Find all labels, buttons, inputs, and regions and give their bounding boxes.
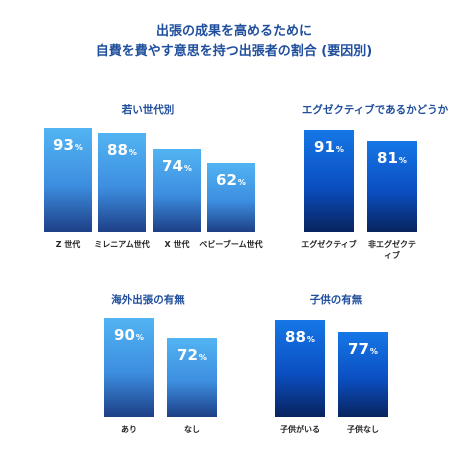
data-label-unit: % [183,164,192,174]
category-label: X 世代 [164,240,190,249]
data-label-unit: % [237,177,246,187]
data-label-unit: % [128,148,137,158]
panel-title: 海外出張の有無 [111,294,185,306]
data-label: 62% [216,170,246,189]
category-label: Z 世代 [55,240,81,249]
category-label: ミレニアム世代 [94,240,150,249]
data-label-unit: % [369,347,378,357]
data-label: 88% [107,143,137,158]
data-label: 88% [285,330,315,345]
data-label-value: 93 [53,135,74,154]
category-label: ベビーブーム世代 [199,240,263,249]
data-label-value: 88 [107,141,128,160]
bar [207,162,255,232]
category-label: エグゼクティブ [301,240,357,249]
bar [367,141,417,232]
bar [104,318,154,417]
bar [153,149,201,232]
data-label: 81% [377,151,407,166]
category-label: あり [121,425,137,434]
data-label-value: 62 [216,170,237,189]
data-label-value: 81 [377,149,398,168]
bar [304,130,354,232]
data-label: 91% [314,140,344,155]
bar [275,320,325,417]
data-label-value: 90 [114,326,135,344]
bar [98,133,146,232]
data-label: 72% [177,345,207,364]
data-label-unit: % [198,352,207,362]
data-label: 74% [162,159,192,174]
panel-title: 若い世代別 [121,104,175,116]
main-title-line-1: 出張の成果を高めるために [155,24,312,39]
data-label-unit: % [398,156,407,166]
category-label: 子供がいる [280,425,320,434]
data-label-value: 72 [177,345,198,364]
data-label-unit: % [306,335,315,345]
panel-title: 子供の有無 [309,294,363,306]
main-title-line-2: 自費を費やす意思を持つ出張者の割合 (要因別) [95,44,373,59]
data-label: 90% [114,328,144,343]
category-label: 非エグゼクティブ [368,240,416,260]
category-label: なし [184,425,200,434]
data-label: 93% [53,135,83,154]
data-label: 77% [348,342,378,357]
bar [338,332,388,417]
bar [167,337,217,417]
data-label-unit: % [335,145,344,155]
data-label-unit: % [74,142,83,152]
data-label-value: 74 [162,157,183,176]
data-label-value: 91 [314,138,335,157]
category-label: 子供なし [347,425,379,434]
bar [44,127,92,232]
data-label-value: 88 [285,328,306,347]
panel-title: エグゼクティブであるかどうか [301,104,449,116]
data-label-value: 77 [348,340,369,359]
data-label-unit: % [135,333,144,342]
